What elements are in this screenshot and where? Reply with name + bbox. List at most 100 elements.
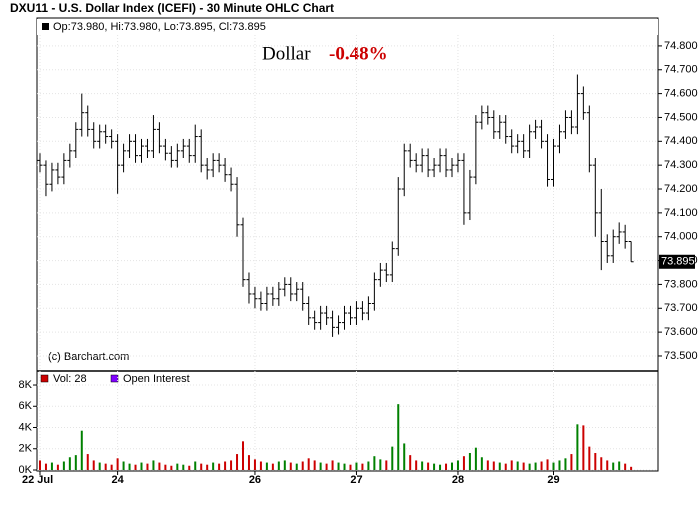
volume-bar	[44, 463, 47, 470]
volume-bar	[534, 462, 537, 470]
volume-bar	[176, 463, 179, 470]
volume-bar	[128, 463, 131, 470]
y-tick-label: 74.100	[664, 207, 698, 219]
volume-bar	[146, 463, 149, 470]
volume-bar	[325, 463, 328, 470]
oi-legend: Open Interest	[123, 373, 190, 385]
volume-bar	[194, 461, 197, 470]
volume-bar	[409, 455, 412, 470]
volume-bar	[158, 462, 161, 470]
volume-bar	[68, 457, 71, 470]
volume-bar	[122, 461, 125, 470]
volume-bar	[361, 463, 364, 470]
volume-bar	[116, 458, 119, 470]
volume-bar	[319, 462, 322, 470]
y-tick-label: 74.300	[664, 159, 698, 171]
volume-bar	[570, 454, 573, 470]
volume-bar	[594, 453, 597, 470]
y-tick-label: 74.500	[664, 111, 698, 123]
volume-bar	[104, 463, 107, 470]
volume-bar	[206, 464, 209, 470]
volume-bar	[307, 458, 310, 470]
last-price-box	[659, 254, 695, 269]
volume-bar	[92, 460, 95, 470]
change: -0.48%	[329, 43, 388, 64]
annotation: Dollar	[262, 43, 311, 64]
y-tick-label: 73.600	[664, 326, 698, 338]
volume-bar	[212, 462, 215, 470]
info-text: Op:73.980, Hi:73.980, Lo:73.895, Cl:73.8…	[53, 21, 266, 33]
x-tick-label: 28	[452, 474, 464, 486]
volume-bar	[474, 447, 477, 470]
y-tick-label: 74.400	[664, 135, 698, 147]
volume-bar	[224, 461, 227, 470]
x-tick-label: 29	[547, 474, 559, 486]
volume-bar	[498, 462, 501, 470]
volume-bar	[313, 460, 316, 470]
volume-bar	[247, 455, 250, 470]
volume-bar	[289, 462, 292, 470]
volume-bar	[343, 463, 346, 470]
y2-tick-label: 8K	[19, 379, 33, 391]
volume-bar	[558, 460, 561, 470]
volume-bar	[62, 461, 65, 470]
copyright: (c) Barchart.com	[48, 351, 129, 363]
y2-tick-label: 2K	[19, 443, 33, 455]
volume-bar	[564, 458, 567, 470]
volume-bar	[582, 425, 585, 470]
y-tick-label: 74.800	[664, 40, 698, 52]
volume-bar	[38, 460, 41, 470]
volume-bar	[385, 460, 388, 470]
volume-bar	[516, 461, 519, 470]
volume-bar	[349, 464, 352, 470]
volume-bar	[462, 456, 465, 470]
volume-bar	[50, 462, 53, 470]
volume-bar	[331, 460, 334, 470]
volume-bar	[271, 463, 274, 470]
volume-bar	[480, 457, 483, 470]
volume-bar	[277, 461, 280, 470]
info-swatch	[42, 23, 49, 30]
volume-bar	[510, 460, 513, 470]
volume-bar	[624, 463, 627, 470]
volume-bar	[152, 460, 155, 470]
volume-bar	[486, 460, 489, 470]
info-strip	[37, 19, 658, 35]
volume-bar	[588, 446, 591, 470]
volume-bar	[427, 462, 430, 470]
y-tick-label: 74.700	[664, 64, 698, 76]
volume-bar	[367, 461, 370, 470]
y-tick-label: 74.200	[664, 183, 698, 195]
y-tick-label: 74.000	[664, 231, 698, 243]
volume-bar	[188, 465, 191, 470]
volume-bar	[439, 464, 442, 470]
volume-bar	[522, 462, 525, 470]
volume-bar	[403, 443, 406, 470]
volume-bar	[504, 463, 507, 470]
volume-bar	[56, 464, 59, 470]
volume-bar	[337, 462, 340, 470]
volume-bar	[468, 453, 471, 470]
volume-bar	[415, 460, 418, 470]
volume-bar	[397, 404, 400, 470]
volume-bar	[528, 463, 531, 470]
volume-bar	[355, 462, 358, 470]
volume-bar	[283, 460, 286, 470]
volume-bar	[80, 430, 83, 470]
volume-bar	[295, 463, 298, 470]
volume-swatch	[40, 374, 49, 383]
volume-bar	[182, 464, 185, 470]
volume-bar	[86, 454, 89, 470]
volume-bar	[140, 462, 143, 470]
volume-bar	[373, 456, 376, 470]
volume-bar	[200, 463, 203, 470]
volume-bar	[301, 461, 304, 470]
x-tick-label: 24	[111, 474, 124, 486]
y2-tick-label: 4K	[19, 421, 33, 433]
volume-bar	[170, 465, 173, 470]
y-tick-label: 74.600	[664, 88, 698, 100]
volume-bar	[110, 464, 113, 470]
volume-bar	[612, 462, 615, 470]
volume-bar	[630, 466, 633, 470]
